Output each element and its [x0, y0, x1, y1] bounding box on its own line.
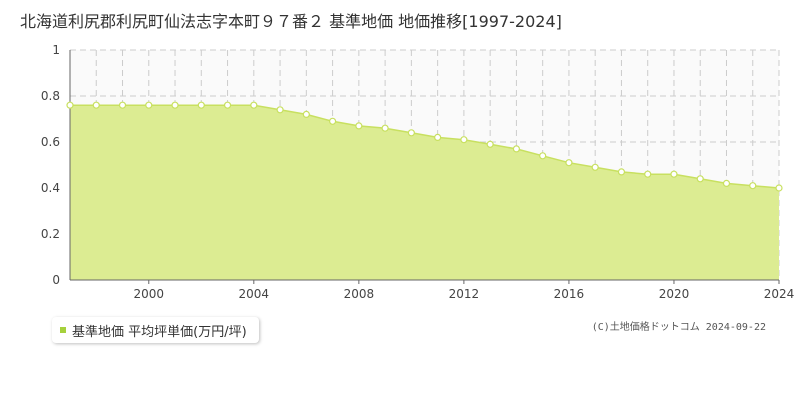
data-point	[197, 101, 205, 109]
x-tick-label: 2008	[344, 287, 375, 301]
x-tick-label: 2016	[554, 287, 585, 301]
y-tick-label: 1	[52, 43, 60, 57]
data-point	[145, 101, 153, 109]
data-point	[381, 124, 389, 132]
x-tick-label: 2024	[764, 287, 795, 301]
data-point	[749, 182, 757, 190]
x-tick-label: 2004	[239, 287, 270, 301]
legend: 基準地価 平均坪単価(万円/坪)	[52, 317, 259, 343]
data-point	[486, 140, 494, 148]
x-tick-label: 2020	[659, 287, 690, 301]
data-point	[92, 101, 100, 109]
data-point	[591, 163, 599, 171]
data-point	[171, 101, 179, 109]
data-point	[250, 101, 258, 109]
y-tick-label: 0.2	[41, 227, 60, 241]
series-area	[70, 105, 779, 280]
copyright-text: (C)土地価格ドットコム 2024-09-22	[591, 322, 766, 333]
data-point	[565, 159, 573, 167]
data-point	[118, 101, 127, 109]
legend-marker	[60, 327, 66, 333]
y-tick-label: 0	[52, 273, 60, 287]
data-point	[276, 106, 284, 114]
data-point	[460, 136, 468, 144]
data-point	[644, 170, 652, 178]
legend-label: 基準地価 平均坪単価(万円/坪)	[72, 324, 247, 340]
data-point	[670, 170, 678, 178]
data-point	[722, 179, 731, 187]
y-tick-label: 0.6	[41, 135, 60, 149]
data-point	[696, 175, 704, 183]
y-tick-label: 0.4	[41, 181, 60, 195]
data-point	[355, 122, 363, 130]
x-tick-label: 2000	[134, 287, 165, 301]
chart-title: 北海道利尻郡利尻町仙法志字本町９７番２ 基準地価 地価推移[1997-2024]	[20, 12, 562, 31]
series-line	[70, 104, 780, 189]
data-point	[539, 152, 547, 160]
data-point	[302, 110, 310, 119]
data-point	[328, 117, 337, 125]
data-point	[617, 168, 626, 176]
data-point	[775, 184, 783, 192]
y-tick-label: 0.8	[41, 89, 60, 103]
data-point	[223, 101, 232, 109]
data-point	[512, 145, 521, 153]
data-point	[407, 129, 415, 137]
x-tick-label: 2012	[449, 287, 480, 301]
data-point	[66, 101, 74, 109]
data-point	[434, 133, 442, 141]
